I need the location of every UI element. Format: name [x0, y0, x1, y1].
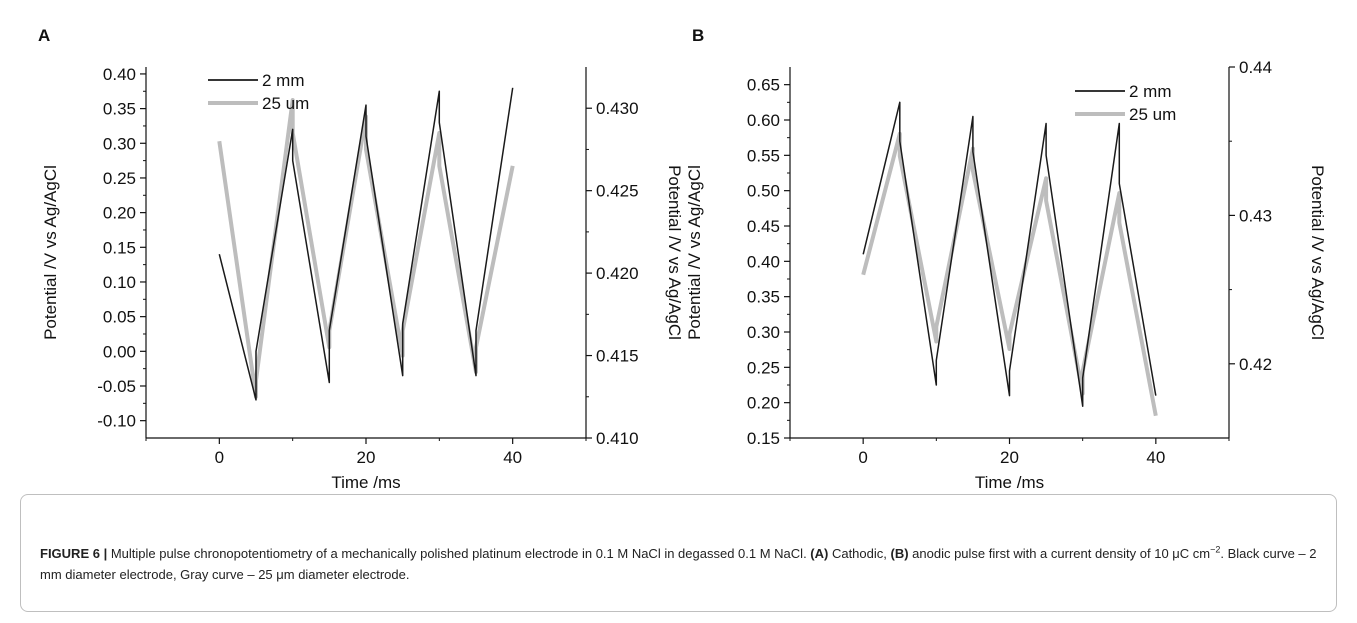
panel-a-y-left-tick-label: 0.40	[103, 65, 136, 84]
panel-a-legend-label-2-mm: 2 mm	[262, 71, 305, 90]
panel-b-legend-label-2-mm: 2 mm	[1129, 82, 1172, 101]
panel-b-y-left-tick-label: 0.50	[747, 182, 780, 201]
panel-a-y-left-tick-label: -0.10	[97, 412, 136, 431]
panel-a-x-axis-label: Time /ms	[331, 473, 400, 490]
panel-a-y-left-tick-label: 0.15	[103, 238, 136, 257]
panel-a-x-tick-label: 0	[215, 448, 224, 467]
figure-plots: 0 20 40-0.10-0.050.000.050.100.150.200.250…	[41, 58, 1327, 490]
panel-a-y-right-tick-label: 0.420	[596, 264, 639, 283]
panel-a-series-2-mm	[218, 87, 514, 401]
panel-b-chart: 0 20 40 0.15 0.20 0.25 0.30 0.35 0.40 0.45 0.50 0.5…	[685, 58, 1327, 490]
panel-a-y-left-tick-label: 0.25	[103, 169, 136, 188]
caption-box	[20, 494, 1337, 612]
panel-a-y-left-tick-label: 0.35	[103, 100, 136, 119]
panel-b-y-left-tick-label: 0.45	[747, 217, 780, 236]
panel-a-x-tick-label: 20	[357, 448, 376, 467]
panel-a-y-left-tick-label: 0.20	[103, 204, 136, 223]
panel-a-y-right-axis-label: Potential /V vs Ag/AgCl	[665, 165, 684, 340]
panel-b-letter: B	[692, 26, 705, 45]
panel-a-y-left-tick-label: 0.00	[103, 342, 136, 361]
caption-superscript: −2	[1210, 544, 1221, 555]
panel-a-y-right-tick-label: 0.425	[596, 182, 639, 201]
panel-a-y-left-tick-label: 0.30	[103, 134, 136, 153]
panel-a-y-left-tick-label: 0.10	[103, 273, 136, 292]
panel-b-x-axis-label: Time /ms	[975, 473, 1044, 490]
panel-a-y-right-tick-label: 0.410	[596, 429, 639, 448]
panel-b-y-left-axis-label: Potential /V vs Ag/AgCl	[685, 165, 704, 340]
panel-a-y-left-axis-label: Potential /V vs Ag/AgCl	[41, 165, 60, 340]
panel-a-series-25-um	[217, 98, 515, 399]
caption-text-1: Multiple pulse chronopotentiometry of a …	[107, 546, 811, 561]
panel-a-x-tick-label: 40	[503, 448, 522, 467]
panel-a-y-left-tick-label: -0.05	[97, 377, 136, 396]
caption-a-tag: (A)	[810, 546, 829, 561]
panel-a-chart: 0 20 40 -0.10 -0.05 0.00 0.05 0.10 0.15 0.20 0.25 0…	[41, 65, 684, 490]
caption-text-3: anodic pulse first with a current densit…	[908, 546, 1211, 561]
panel-b-y-left-tick-label: 0.55	[747, 146, 780, 165]
panel-b-legend-label-25-um: 25 um	[1129, 105, 1176, 124]
panel-b-y-right-tick-label: 0.44	[1239, 58, 1272, 77]
panel-b-y-left-tick-label: 0.35	[747, 288, 780, 307]
panel-b-y-right-tick-label: 0.43	[1239, 206, 1272, 225]
panel-b-y-left-tick-label: 0.40	[747, 252, 780, 271]
caption-figure-label: FIGURE 6 |	[40, 546, 108, 561]
panel-b-y-left-tick-label: 0.60	[747, 111, 780, 130]
caption-text-2: Cathodic,	[828, 546, 891, 561]
panel-a-legend-label-25-um: 25 um	[262, 94, 309, 113]
panel-a-letter: A	[38, 26, 51, 45]
caption-b-tag: (B)	[890, 546, 909, 561]
panel-a-y-right-tick-label: 0.415	[596, 347, 639, 366]
panel-b-y-left-tick-label: 0.30	[747, 323, 780, 342]
panel-a-y-right-tick-label: 0.430	[596, 99, 639, 118]
caption-text-4: . Black curve – 2 mm diameter electrode,…	[40, 546, 1317, 582]
panel-b-y-left-tick-label: 0.20	[747, 394, 780, 413]
panel-b-y-left-tick-label: 0.65	[747, 76, 780, 95]
panel-b-y-right-axis-label: Potential /V vs Ag/AgCl	[1308, 165, 1327, 340]
panel-a-y-left-tick-label: 0.05	[103, 308, 136, 327]
panel-b-x-tick-label: 40	[1146, 448, 1165, 467]
panel-b-y-left-tick-label: 0.25	[747, 358, 780, 377]
panel-b-x-tick-label: 20	[1000, 448, 1019, 467]
panel-b-series-2-mm	[862, 101, 1157, 407]
figure-caption: FIGURE 6 | Multiple pulse chronopotentio…	[40, 543, 1330, 585]
panel-b-x-tick-label: 0	[858, 448, 867, 467]
panel-b-series-25-um	[861, 131, 1158, 417]
panel-b-y-left-tick-label: 0.15	[747, 429, 780, 448]
panel-b-y-right-tick-label: 0.42	[1239, 355, 1272, 374]
